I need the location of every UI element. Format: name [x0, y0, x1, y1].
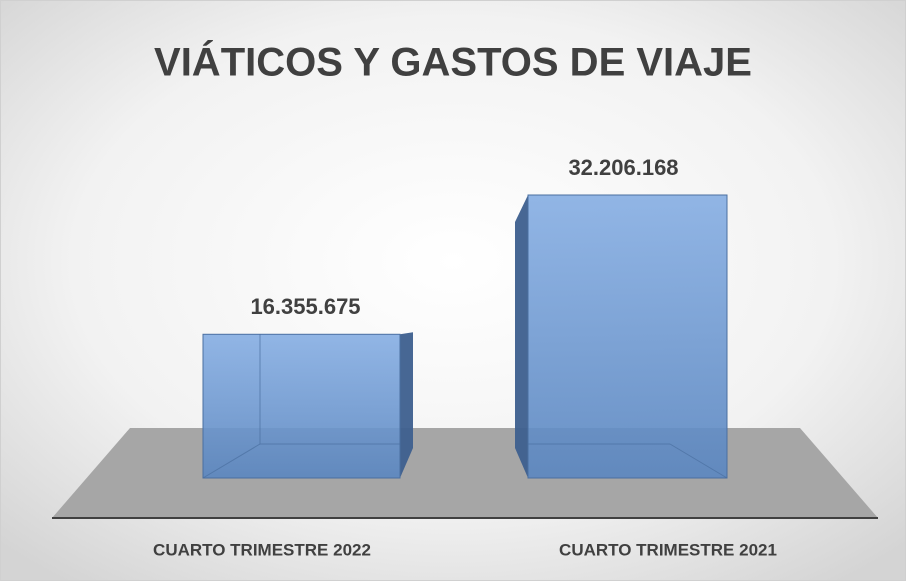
bar — [202, 333, 401, 479]
bar — [527, 194, 728, 479]
bar-back-edge — [669, 443, 728, 479]
chart-title: VIÁTICOS Y GASTOS DE VIAJE — [154, 40, 752, 85]
floor — [52, 428, 878, 518]
bar-back-edge — [202, 443, 261, 479]
value-label: 32.206.168 — [568, 155, 678, 180]
x-tick-label: CUARTO TRIMESTRE 2022 — [153, 540, 371, 559]
bar-back-edge — [527, 222, 670, 445]
bar-side — [515, 195, 528, 478]
value-label: 16.355.675 — [250, 294, 360, 319]
bar-side — [400, 332, 413, 478]
x-tick-label: CUARTO TRIMESTRE 2021 — [559, 540, 777, 559]
